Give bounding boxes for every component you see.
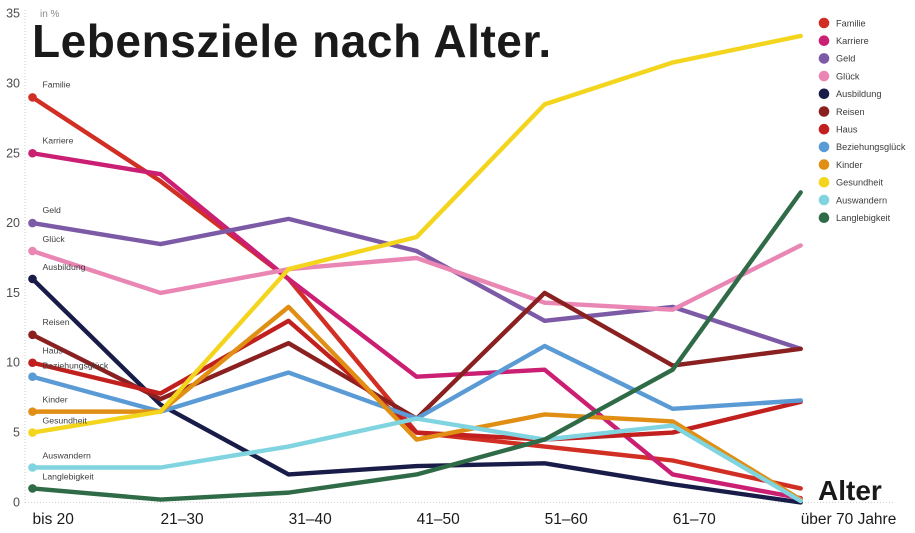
svg-text:Glück: Glück [836, 71, 860, 81]
svg-text:Kinder: Kinder [836, 160, 863, 170]
svg-text:über 70 Jahre: über 70 Jahre [801, 511, 897, 528]
svg-text:61–70: 61–70 [673, 511, 716, 528]
svg-text:Beziehungsglück: Beziehungsglück [43, 361, 109, 371]
svg-text:Ausbildung: Ausbildung [836, 89, 881, 99]
svg-text:Auswandern: Auswandern [43, 451, 91, 461]
svg-text:10: 10 [6, 356, 20, 370]
svg-text:5: 5 [13, 426, 20, 440]
svg-text:Haus: Haus [836, 125, 858, 135]
svg-text:Reisen: Reisen [836, 107, 865, 117]
svg-text:Haus: Haus [43, 346, 64, 356]
svg-text:0: 0 [13, 495, 20, 509]
svg-text:35: 35 [6, 7, 20, 21]
svg-text:Reisen: Reisen [43, 317, 70, 327]
svg-text:Familie: Familie [43, 79, 71, 89]
svg-text:Glück: Glück [43, 234, 66, 244]
svg-text:Ausbildung: Ausbildung [43, 262, 86, 272]
svg-text:Gesundheit: Gesundheit [836, 178, 883, 188]
svg-text:25: 25 [6, 146, 20, 160]
svg-text:15: 15 [6, 286, 20, 300]
svg-text:21–30: 21–30 [161, 511, 204, 528]
svg-text:20: 20 [6, 216, 20, 230]
svg-text:Langlebigkeit: Langlebigkeit [43, 471, 95, 481]
svg-text:51–60: 51–60 [545, 511, 588, 528]
svg-text:bis 20: bis 20 [33, 511, 75, 528]
svg-text:Karriere: Karriere [43, 135, 74, 145]
svg-text:Familie: Familie [836, 18, 866, 28]
svg-text:Langlebigkeit: Langlebigkeit [836, 213, 891, 223]
svg-text:Beziehungsglück: Beziehungsglück [836, 142, 906, 152]
svg-text:Kinder: Kinder [43, 395, 68, 405]
svg-text:Geld: Geld [43, 205, 62, 215]
svg-text:Geld: Geld [836, 54, 855, 64]
svg-text:30: 30 [6, 76, 20, 90]
svg-text:Auswandern: Auswandern [836, 195, 887, 205]
svg-text:Gesundheit: Gesundheit [43, 416, 88, 426]
svg-text:41–50: 41–50 [417, 511, 460, 528]
svg-text:31–40: 31–40 [289, 511, 332, 528]
svg-text:Karriere: Karriere [836, 36, 869, 46]
